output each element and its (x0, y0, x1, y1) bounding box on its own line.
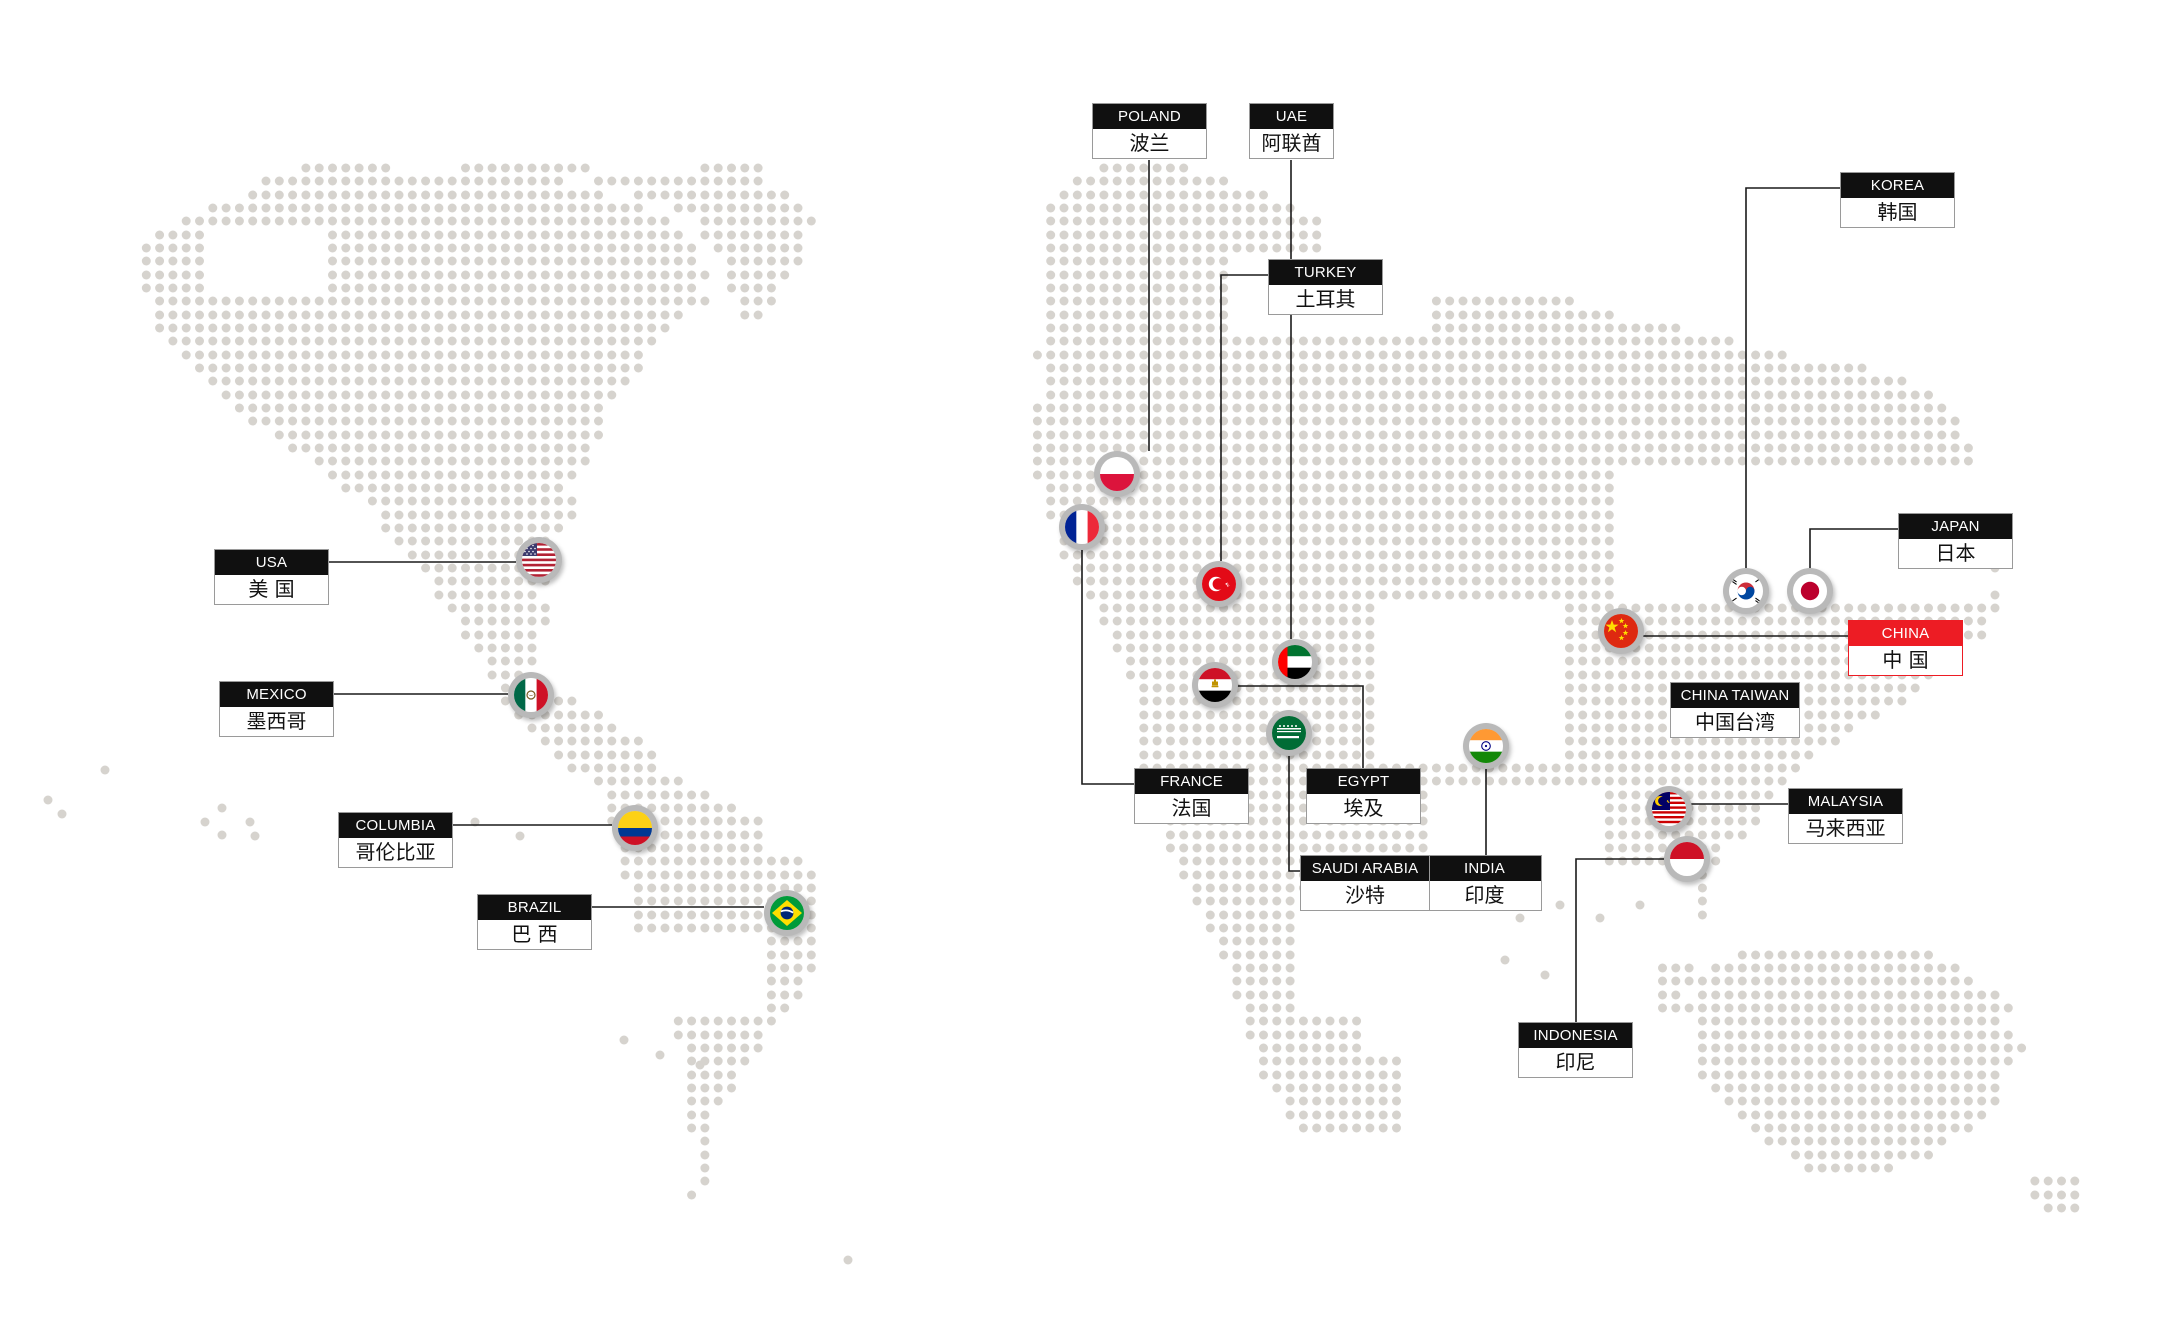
country-label-saudi-arabia[interactable]: SAUDI ARABIA 沙特 (1300, 855, 1430, 911)
country-label-malaysia[interactable]: MALAYSIA 马来西亚 (1788, 788, 1903, 844)
country-label-turkey[interactable]: TURKEY 土耳其 (1268, 259, 1383, 315)
country-label-en-japan: JAPAN (1899, 514, 2012, 539)
country-label-egypt[interactable]: EGYPT 埃及 (1306, 768, 1421, 824)
country-label-japan[interactable]: JAPAN 日本 (1898, 513, 2013, 569)
country-label-en-saudi-arabia: SAUDI ARABIA (1301, 856, 1429, 881)
country-label-en-columbia: COLUMBIA (339, 813, 452, 838)
brazil-flag-icon (770, 896, 804, 930)
mexico-flag-icon (514, 678, 548, 712)
country-label-en-poland: POLAND (1093, 104, 1206, 129)
country-label-cn-columbia: 哥伦比亚 (339, 838, 452, 867)
flag-pin-columbia[interactable] (612, 805, 658, 851)
columbia-flag-icon (618, 811, 652, 845)
france-flag-icon (1065, 510, 1099, 544)
flag-pin-korea[interactable] (1723, 568, 1769, 614)
country-label-cn-turkey: 土耳其 (1269, 285, 1382, 314)
flag-pin-indonesia[interactable] (1664, 836, 1710, 882)
country-label-en-korea: KOREA (1841, 173, 1954, 198)
country-label-cn-brazil: 巴 西 (478, 920, 591, 949)
country-label-indonesia[interactable]: INDONESIA 印尼 (1518, 1022, 1633, 1078)
flag-pin-uae[interactable] (1272, 639, 1318, 685)
country-label-uae[interactable]: UAE 阿联酋 (1249, 103, 1334, 159)
country-label-cn-korea: 韩国 (1841, 198, 1954, 227)
flag-pin-india[interactable] (1463, 723, 1509, 769)
country-label-cn-malaysia: 马来西亚 (1789, 814, 1902, 843)
saudi-arabia-flag-icon (1272, 716, 1306, 750)
country-label-cn-poland: 波兰 (1093, 129, 1206, 158)
country-label-en-france: FRANCE (1135, 769, 1248, 794)
flag-pin-malaysia[interactable] (1646, 786, 1692, 832)
country-label-korea[interactable]: KOREA 韩国 (1840, 172, 1955, 228)
country-label-en-china-taiwan: CHINA TAIWAN (1671, 683, 1799, 708)
country-label-en-india: INDIA (1428, 856, 1541, 881)
country-label-cn-india: 印度 (1428, 881, 1541, 910)
china-flag-icon (1604, 614, 1638, 648)
country-label-en-brazil: BRAZIL (478, 895, 591, 920)
usa-flag-icon (522, 543, 556, 577)
country-label-en-mexico: MEXICO (220, 682, 333, 707)
country-label-cn-china-taiwan: 中国台湾 (1671, 708, 1799, 737)
country-label-columbia[interactable]: COLUMBIA 哥伦比亚 (338, 812, 453, 868)
indonesia-flag-icon (1670, 842, 1704, 876)
japan-flag-icon (1793, 574, 1827, 608)
flag-pin-poland[interactable] (1094, 451, 1140, 497)
flag-pin-china[interactable] (1598, 608, 1644, 654)
country-label-usa[interactable]: USA 美 国 (214, 549, 329, 605)
flag-pin-turkey[interactable] (1196, 561, 1242, 607)
flag-pin-usa[interactable] (516, 537, 562, 583)
country-label-cn-france: 法国 (1135, 794, 1248, 823)
country-label-en-china: CHINA (1849, 621, 1962, 646)
flag-pin-brazil[interactable] (764, 890, 810, 936)
country-label-cn-egypt: 埃及 (1307, 794, 1420, 823)
country-label-en-usa: USA (215, 550, 328, 575)
malaysia-flag-icon (1652, 792, 1686, 826)
country-label-cn-saudi-arabia: 沙特 (1301, 881, 1429, 910)
country-label-en-malaysia: MALAYSIA (1789, 789, 1902, 814)
country-label-india[interactable]: INDIA 印度 (1427, 855, 1542, 911)
flag-pin-mexico[interactable] (508, 672, 554, 718)
poland-flag-icon (1100, 457, 1134, 491)
flag-pin-saudi-arabia[interactable] (1266, 710, 1312, 756)
country-label-cn-indonesia: 印尼 (1519, 1048, 1632, 1077)
country-label-en-indonesia: INDONESIA (1519, 1023, 1632, 1048)
country-label-cn-japan: 日本 (1899, 539, 2012, 568)
flag-pin-france[interactable] (1059, 504, 1105, 550)
country-label-en-uae: UAE (1250, 104, 1333, 129)
korea-flag-icon (1729, 574, 1763, 608)
country-label-china-taiwan[interactable]: CHINA TAIWAN 中国台湾 (1670, 682, 1800, 738)
turkey-flag-icon (1202, 567, 1236, 601)
country-label-cn-china: 中 国 (1849, 646, 1962, 675)
egypt-flag-icon (1198, 668, 1232, 702)
country-label-mexico[interactable]: MEXICO 墨西哥 (219, 681, 334, 737)
country-label-en-turkey: TURKEY (1269, 260, 1382, 285)
country-label-cn-uae: 阿联酋 (1250, 129, 1333, 158)
flag-pin-japan[interactable] (1787, 568, 1833, 614)
country-label-poland[interactable]: POLAND 波兰 (1092, 103, 1207, 159)
country-label-en-egypt: EGYPT (1307, 769, 1420, 794)
country-label-cn-usa: 美 国 (215, 575, 328, 604)
country-label-brazil[interactable]: BRAZIL 巴 西 (477, 894, 592, 950)
country-label-france[interactable]: FRANCE 法国 (1134, 768, 1249, 824)
flag-pin-egypt[interactable] (1192, 662, 1238, 708)
country-label-china[interactable]: CHINA 中 国 (1848, 620, 1963, 676)
india-flag-icon (1469, 729, 1503, 763)
country-label-cn-mexico: 墨西哥 (220, 707, 333, 736)
uae-flag-icon (1278, 645, 1312, 679)
